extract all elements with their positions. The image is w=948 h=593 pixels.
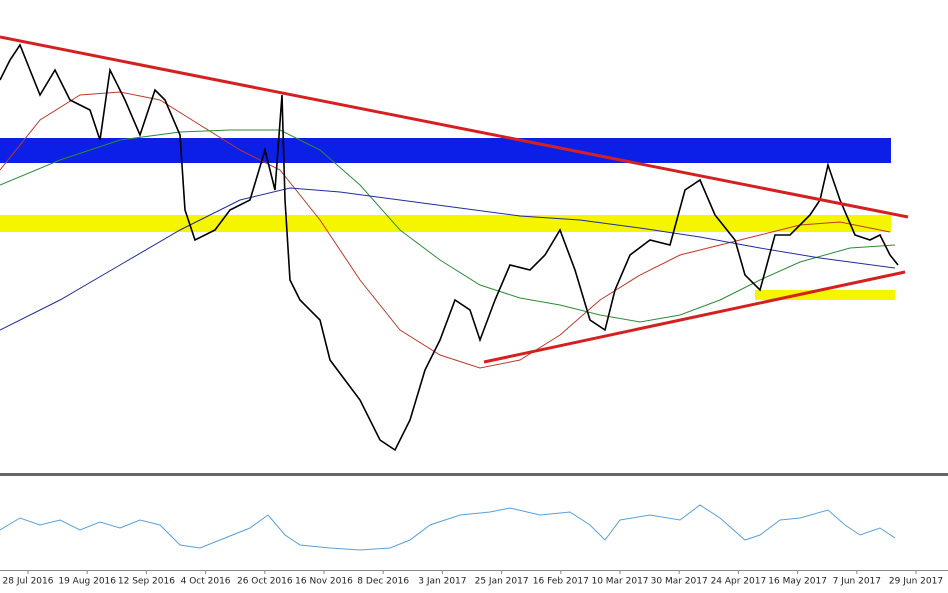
resistance-zone xyxy=(0,138,891,163)
x-tick-label: 16 May 2017 xyxy=(768,577,827,587)
x-tick-label: 16 Feb 2017 xyxy=(533,577,589,587)
trendline-lower xyxy=(483,270,906,364)
trendline-upper xyxy=(0,35,909,219)
x-tick-label: 16 Nov 2016 xyxy=(295,577,353,587)
x-tick-label: 19 Aug 2016 xyxy=(58,577,116,587)
x-tick-label: 28 Jul 2016 xyxy=(3,577,54,587)
x-tick-label: 12 Sep 2016 xyxy=(118,577,175,587)
oscillator-line xyxy=(0,504,896,551)
x-tick-label: 26 Oct 2016 xyxy=(237,577,293,587)
moving-average-green xyxy=(0,129,896,323)
price-candles xyxy=(0,43,899,452)
x-tick-label: 7 Jun 2017 xyxy=(833,577,881,587)
moving-average-red xyxy=(0,91,891,369)
x-tick-label: 4 Oct 2016 xyxy=(181,577,231,587)
support-zone-small xyxy=(755,290,895,300)
x-tick-label: 10 Mar 2017 xyxy=(591,577,648,587)
x-tick-label: 3 Jan 2017 xyxy=(418,577,466,587)
x-tick-label: 30 Mar 2017 xyxy=(651,577,708,587)
moving-average-blue xyxy=(0,187,896,331)
panel-separator xyxy=(0,473,948,476)
x-tick-label: 29 Jun 2017 xyxy=(889,577,943,587)
x-tick-label: 25 Jan 2017 xyxy=(475,577,529,587)
x-tick-label: 24 Apr 2017 xyxy=(711,577,767,587)
support-zone xyxy=(0,215,891,232)
axis-line xyxy=(0,570,948,571)
x-tick-label: 8 Dec 2016 xyxy=(357,577,409,587)
